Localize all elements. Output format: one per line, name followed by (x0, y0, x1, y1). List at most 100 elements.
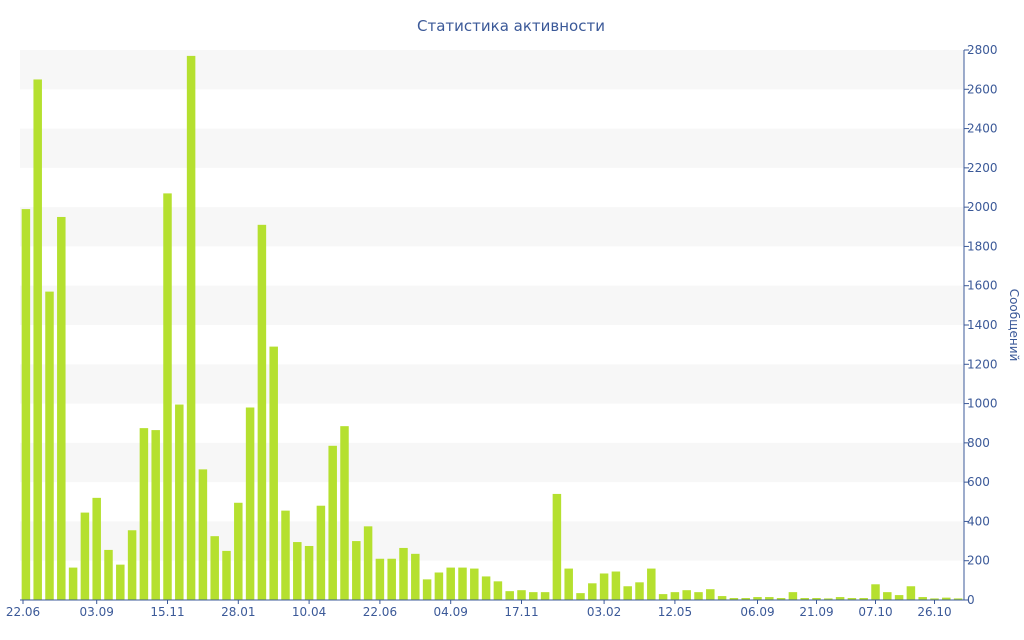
bar (930, 598, 939, 600)
x-tick-label: 17.11 (504, 605, 538, 619)
bar (352, 541, 361, 600)
bar (788, 592, 798, 600)
bar (894, 595, 904, 600)
bar (363, 526, 373, 600)
y-tick-label: 0 (967, 593, 975, 607)
bar (859, 598, 868, 600)
y-tick-label: 400 (967, 514, 990, 528)
bar (33, 79, 42, 600)
grid-band (20, 207, 964, 247)
bar (800, 598, 809, 600)
x-tick-label: 21.09 (799, 605, 833, 619)
x-tick-label: 26.10 (917, 605, 951, 619)
y-tick-label: 1400 (967, 318, 998, 332)
bar (953, 598, 963, 600)
bar (281, 510, 290, 600)
bar (257, 224, 267, 601)
bar (127, 530, 137, 600)
grid-band (20, 442, 964, 483)
bar (293, 542, 302, 600)
y-tick-label: 1800 (967, 239, 998, 253)
x-tick-label: 10.04 (292, 605, 326, 619)
bar (540, 592, 550, 600)
bar (706, 589, 715, 600)
x-tick-label: 15.11 (150, 605, 184, 619)
bar (92, 497, 101, 600)
grid-bands (20, 50, 964, 561)
bar (517, 590, 526, 600)
bar (753, 597, 762, 600)
bar (21, 209, 31, 600)
x-tick-label: 03.02 (587, 605, 621, 619)
y-tick-label: 2800 (967, 43, 998, 57)
chart-title: Статистика активности (417, 17, 605, 35)
bar (57, 216, 66, 600)
bar (765, 597, 774, 600)
bar (588, 583, 597, 600)
bar (883, 592, 892, 600)
x-tick-label: 12.05 (658, 605, 692, 619)
bar (682, 590, 691, 600)
bar (470, 568, 479, 600)
y-tick-label: 2600 (967, 82, 998, 96)
x-tick-label: 03.09 (80, 605, 114, 619)
x-tick-label: 06.09 (740, 605, 774, 619)
bar (493, 581, 503, 600)
bar (812, 598, 821, 600)
bar (611, 571, 621, 600)
bar (906, 586, 916, 600)
bar (375, 558, 385, 600)
grid-band (20, 364, 964, 404)
bar (564, 568, 573, 600)
bar (45, 291, 54, 600)
bar (245, 407, 255, 600)
bar (186, 55, 196, 600)
bar (729, 598, 739, 600)
grid-band (20, 285, 964, 325)
grid-band (20, 521, 964, 561)
bar (104, 549, 113, 600)
x-tick-label: 04.09 (434, 605, 468, 619)
y-tick-label: 1000 (967, 397, 998, 411)
grid-band (20, 50, 964, 90)
bar (151, 430, 160, 600)
bar (387, 558, 396, 600)
bars (21, 55, 963, 601)
y-tick-label: 2400 (967, 122, 998, 136)
bar (316, 505, 326, 600)
bar (446, 567, 455, 600)
bar (871, 584, 880, 600)
bar (835, 597, 845, 600)
bar (529, 592, 538, 600)
bar (694, 592, 703, 600)
bar (411, 553, 420, 600)
y-tick-label: 1600 (967, 279, 998, 293)
bar (942, 597, 951, 600)
y-axis-ticks: 0 200 400 600 800 1000 1200 1400 1600 1800 2000 220… (964, 43, 998, 607)
bar (576, 593, 585, 600)
x-tick-label: 22.06 (6, 605, 40, 619)
bar (824, 598, 833, 600)
bar (80, 512, 90, 600)
bar (269, 346, 278, 600)
bar (399, 547, 408, 600)
bar (210, 536, 219, 600)
bar (68, 567, 78, 600)
bar (741, 598, 750, 600)
bar (670, 592, 680, 600)
bar (647, 568, 656, 600)
bar (340, 426, 349, 600)
bar (458, 567, 467, 600)
bar (847, 598, 857, 600)
bar (635, 582, 644, 600)
bar (116, 564, 125, 600)
x-tick-label: 22.06 (363, 605, 397, 619)
bar (198, 469, 208, 600)
y-tick-label: 2200 (967, 161, 998, 175)
bar (505, 591, 514, 600)
y-tick-label: 200 (967, 554, 990, 568)
grid-band (20, 128, 964, 168)
y-tick-label: 2000 (967, 200, 998, 214)
y-tick-label: 800 (967, 436, 990, 450)
